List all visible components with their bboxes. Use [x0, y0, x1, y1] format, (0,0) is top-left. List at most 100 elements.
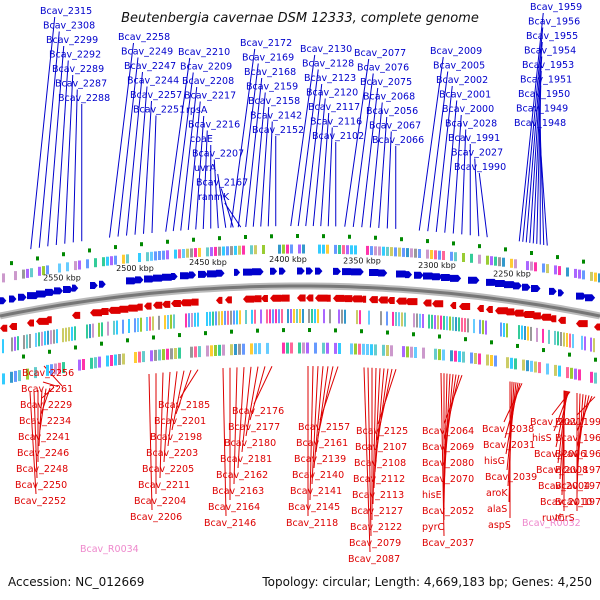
forward-label-line: [64, 74, 74, 244]
forward-gene-label: Bcav_2102: [312, 131, 364, 142]
ring-block: [290, 244, 293, 254]
ring-block: [34, 367, 37, 379]
ring-block: [118, 354, 121, 365]
ring-block: [426, 249, 429, 259]
reverse-gene-label: Bcav_1978: [555, 497, 600, 508]
forward-label-line: [378, 116, 388, 229]
forward-label-line: [237, 63, 259, 228]
reverse-gene-arrow: [369, 296, 378, 304]
scale-tick: [478, 244, 481, 249]
ring-block: [254, 343, 257, 355]
ring-block: [334, 342, 337, 354]
reverse-label-line: [311, 366, 319, 485]
reverse-label-line: [222, 368, 227, 517]
reverse-gene-label: Bcav_2206: [130, 512, 182, 523]
forward-gene-arrow: [0, 297, 7, 305]
reverse-gene-arrow: [333, 294, 345, 302]
ring-block: [560, 332, 562, 346]
reverse-gene-label: thrS: [555, 513, 575, 524]
reverse-gene-arrow: [252, 295, 262, 303]
scale-label: 2450 kbp: [189, 258, 227, 267]
reverse-label-line: [576, 396, 596, 416]
forward-gene-label: Bcav_1948: [514, 118, 566, 129]
ring-block: [318, 244, 321, 254]
forward-gene-arrow: [468, 276, 480, 284]
ring-block: [514, 259, 517, 269]
ring-block: [462, 253, 465, 262]
forward-gene-label: Bcav_2116: [310, 117, 362, 128]
scale-tick: [218, 236, 221, 241]
ring-block: [221, 311, 223, 326]
reverse-gene-label: Bcav_2107: [355, 442, 407, 453]
ring-block: [92, 323, 94, 338]
forward-gene-arrow: [558, 289, 565, 297]
ring-block: [346, 245, 349, 255]
reverse-label-line: [171, 370, 185, 431]
ring-block: [166, 250, 169, 260]
reverse-gene-label: Bcav_2141: [290, 486, 342, 497]
ring-block: [582, 270, 585, 280]
reverse-gene-label: Bcav_2127: [351, 506, 403, 517]
scale-tick: [114, 245, 117, 250]
ring-block: [482, 320, 484, 335]
ring-block: [530, 261, 533, 271]
forward-gene-label: Bcav_2152: [252, 125, 304, 136]
forward-gene-label: Bcav_2002: [436, 75, 488, 86]
ring-block: [470, 352, 473, 364]
ring-block: [416, 313, 418, 328]
reverse-gene-label: Bcav_2118: [286, 518, 338, 529]
reverse-gene-label: Bcav_2163: [212, 486, 264, 497]
ring-block: [311, 309, 313, 323]
reverse-gene-arrow: [432, 300, 444, 308]
ring-block: [382, 246, 385, 256]
ring-block: [164, 315, 166, 330]
reverse-gene-label: hisG: [484, 456, 505, 467]
reverse-gene-label: Bcav_2250: [15, 480, 67, 491]
reverse-gene-arrow: [405, 298, 418, 306]
ring-block: [494, 355, 497, 367]
ring-block: [209, 311, 211, 326]
reverse-gene-label: Bcav_2140: [292, 470, 344, 481]
reverse-gene-label: Bcav_2261: [21, 384, 73, 395]
ring-block: [546, 363, 549, 375]
ring-block: [266, 342, 269, 354]
ring-block: [178, 347, 181, 359]
ring-block: [590, 271, 593, 281]
reverse-gene-label: Bcav_2031: [483, 440, 535, 451]
reverse-gene-label: Bcav_2087: [348, 554, 400, 565]
scale-tick: [256, 328, 259, 333]
ring-block: [46, 364, 49, 376]
scale-tick: [74, 345, 77, 350]
reverse-gene-arrow: [315, 294, 328, 302]
ring-block: [197, 312, 199, 327]
ring-block: [65, 327, 67, 342]
ring-block: [326, 342, 329, 354]
ring-block: [98, 356, 101, 368]
reverse-gene-label: Bcav_2146: [204, 518, 256, 529]
ring-block: [90, 357, 93, 369]
scale-tick: [270, 234, 273, 239]
forward-gene-arrow: [351, 268, 364, 276]
ring-block: [404, 312, 406, 327]
ring-block: [392, 311, 394, 326]
reverse-gene-label: Bcav_1974: [555, 465, 600, 476]
reverse-gene-label: hisE: [422, 490, 442, 501]
forward-gene-arrow: [234, 268, 241, 276]
ring-block: [464, 318, 466, 333]
ring-block: [558, 365, 561, 377]
reverse-gene-arrow: [531, 312, 541, 320]
reverse-gene-label: Bcav_2070: [422, 474, 474, 485]
ring-block: [110, 256, 113, 266]
ring-block: [138, 351, 141, 363]
forward-label-line: [267, 121, 273, 227]
ring-block: [46, 265, 49, 275]
ring-block: [68, 327, 70, 342]
forward-gene-arrow: [297, 267, 305, 275]
ring-block: [266, 309, 268, 324]
scale-tick: [10, 261, 13, 266]
ring-block: [546, 264, 549, 274]
ring-block: [170, 314, 172, 329]
ring-block: [137, 318, 139, 332]
reverse-label-line: [241, 366, 252, 453]
ring-block: [490, 355, 493, 366]
